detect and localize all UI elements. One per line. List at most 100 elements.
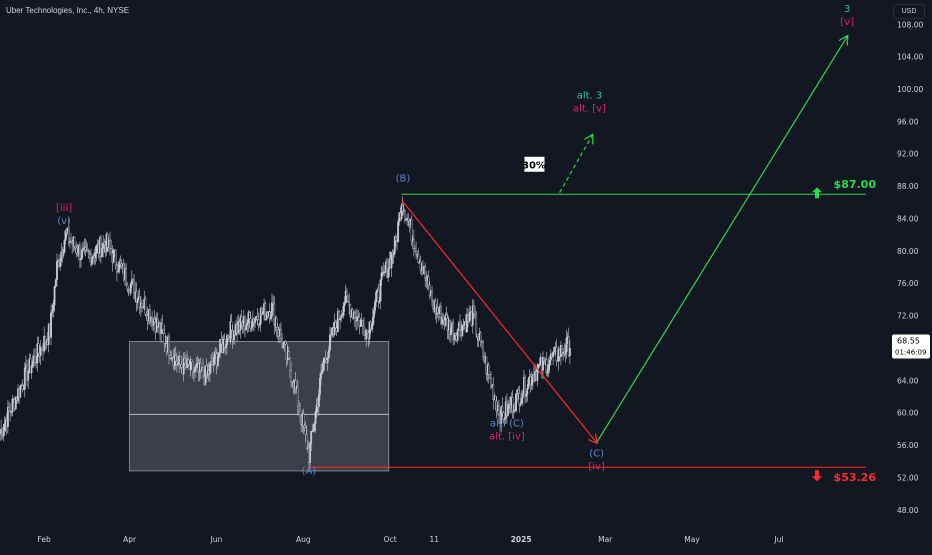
candle-body <box>336 311 339 333</box>
candle-body <box>359 320 362 327</box>
candle-body <box>102 242 105 249</box>
candle-body <box>133 280 135 298</box>
candle-body <box>187 359 190 365</box>
candle-body <box>114 249 117 266</box>
y-axis-tick-label: 96.00 <box>897 117 919 126</box>
candle-body <box>564 351 567 355</box>
candle-body <box>526 388 529 395</box>
candle-body <box>511 397 514 412</box>
candle-body <box>39 346 42 356</box>
candle-body <box>494 395 497 402</box>
candle-body <box>50 312 52 338</box>
candle-body <box>109 240 111 249</box>
candle-body <box>431 290 433 301</box>
candle-body <box>472 305 475 314</box>
candle-body <box>565 337 568 353</box>
candle-body <box>37 343 40 354</box>
candle-body <box>271 302 273 317</box>
candle-body <box>75 247 78 254</box>
currency-selector[interactable]: USD <box>893 4 925 19</box>
y-axis-tick-label: 52.00 <box>897 473 919 482</box>
candle-body <box>450 328 452 335</box>
candle-body <box>548 359 551 366</box>
candle-body <box>334 322 337 329</box>
candle-body <box>95 245 98 254</box>
wave-label: 3 <box>844 4 850 15</box>
green-projection[interactable] <box>596 36 848 443</box>
candle-body <box>459 322 461 331</box>
candle-body <box>179 355 182 365</box>
candle-body <box>441 316 443 325</box>
candle-body <box>568 348 571 356</box>
candle-body <box>144 298 147 315</box>
candle-body <box>492 384 495 401</box>
candle-body <box>338 311 340 320</box>
wave-label: [iii] <box>56 203 72 214</box>
candle-body <box>490 378 492 388</box>
candle-body <box>250 325 253 329</box>
candle-body <box>53 286 56 306</box>
candle-body <box>321 370 324 374</box>
candle-body <box>412 239 415 249</box>
candle-body <box>156 318 159 328</box>
candle-body <box>401 205 404 212</box>
candle-body <box>56 261 58 281</box>
candle-body <box>180 364 183 368</box>
red-projection[interactable] <box>401 199 597 443</box>
candle-body <box>397 221 400 242</box>
candle-body <box>381 272 384 274</box>
candle-body <box>320 372 322 379</box>
candle-body <box>244 316 246 330</box>
probability-badge <box>523 155 546 173</box>
candle-body <box>554 346 557 348</box>
candle-body <box>34 356 36 363</box>
candle-body <box>371 316 374 326</box>
candle-body <box>94 252 97 258</box>
probability-badge-label: 30% <box>522 160 546 171</box>
candle-body <box>519 402 522 406</box>
candle-body <box>43 335 46 352</box>
candle-body <box>30 365 33 373</box>
candle-body <box>298 406 300 411</box>
candle-body <box>52 304 55 311</box>
x-axis-tick-label: Jun <box>210 535 223 544</box>
candle-body <box>487 365 490 375</box>
candle-body <box>347 295 349 303</box>
wave-label: [v] <box>840 17 854 28</box>
candle-body <box>415 250 417 255</box>
candle-body <box>428 284 431 296</box>
candle-body <box>126 284 129 290</box>
candle-body <box>314 411 317 424</box>
candle-body <box>474 313 476 316</box>
candle-body <box>530 380 533 386</box>
candle-body <box>404 210 406 221</box>
candle-body <box>357 316 360 318</box>
candle-body <box>518 393 521 406</box>
candle-body <box>305 434 308 450</box>
candle-body <box>162 329 165 334</box>
candle-body <box>448 320 451 335</box>
x-axis-tick-label: 11 <box>430 535 440 544</box>
wave-label: alt. [v] <box>573 104 606 115</box>
candle-body <box>21 384 24 390</box>
candle-body <box>246 323 249 326</box>
candle-body <box>67 227 70 243</box>
candle-body <box>0 432 1 434</box>
candle-body <box>456 329 459 341</box>
down-arrow-icon <box>812 470 822 482</box>
candle-body <box>400 205 403 219</box>
candle-body <box>141 302 143 308</box>
y-axis-tick-label: 104.00 <box>897 53 923 62</box>
candle-body <box>365 330 368 340</box>
candle-body <box>322 363 325 371</box>
candle-body <box>239 316 242 331</box>
wave-label: alt. 3 <box>577 91 603 102</box>
candle-body <box>115 264 118 273</box>
candle-body <box>202 367 204 377</box>
candle-body <box>91 257 93 265</box>
candle-body <box>229 321 232 343</box>
candle-body <box>19 385 22 398</box>
candle-body <box>378 300 381 302</box>
